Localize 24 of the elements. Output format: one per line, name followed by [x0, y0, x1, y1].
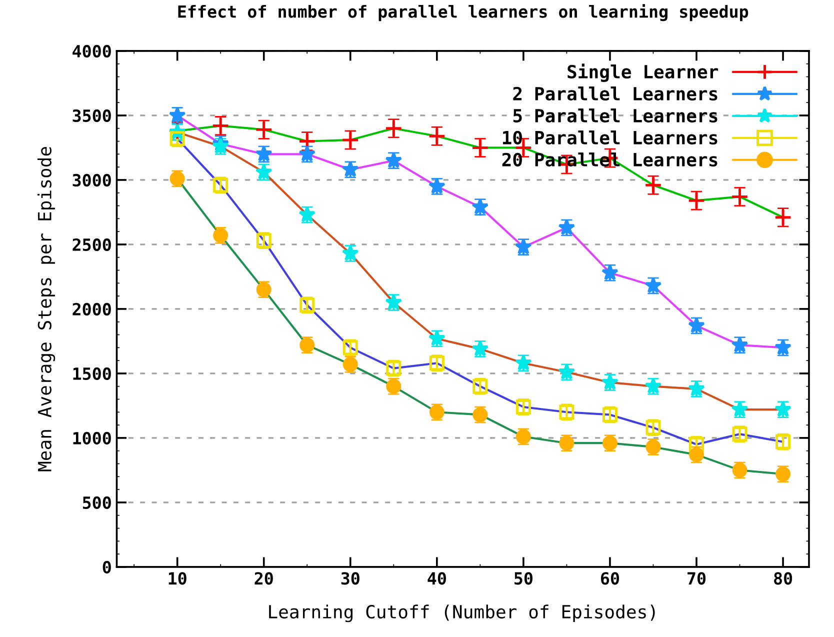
x-tick-label: 10 — [168, 572, 186, 585]
x-tick-label: 20 — [254, 572, 273, 585]
y-tick-label: 0 — [102, 560, 111, 574]
y-tick-label: 2500 — [72, 238, 111, 252]
x-tick-label: 40 — [428, 572, 446, 585]
y-tick-label: 4000 — [72, 44, 111, 58]
legend-label: 5 Parallel Learners — [513, 108, 718, 122]
x-axis-title: Learning Cutoff (Number of Episodes) — [269, 604, 655, 622]
y-tick-label: 3000 — [72, 174, 111, 187]
y-tick-label: 3500 — [72, 109, 111, 122]
x-tick-label: 50 — [514, 572, 532, 585]
legend-label: Single Learner — [568, 64, 718, 82]
x-tick-label: 60 — [601, 572, 619, 585]
chart-title: Effect of number of parallel learners on learning speedup — [178, 4, 748, 22]
legend-label: 2 Parallel Learners — [513, 86, 718, 101]
x-tick-label: 70 — [688, 572, 706, 585]
y-tick-label: 500 — [82, 496, 111, 510]
y-tick-label: 1000 — [73, 432, 111, 445]
legend-label: 10 Parallel Learners — [502, 130, 718, 144]
y-tick-label: 2000 — [72, 302, 111, 316]
x-tick-label: 30 — [341, 572, 360, 585]
y-tick-label: 1500 — [73, 367, 111, 380]
x-tick-label: 80 — [774, 572, 792, 585]
y-axis-title: Mean Average Steps per Episode — [38, 146, 56, 472]
